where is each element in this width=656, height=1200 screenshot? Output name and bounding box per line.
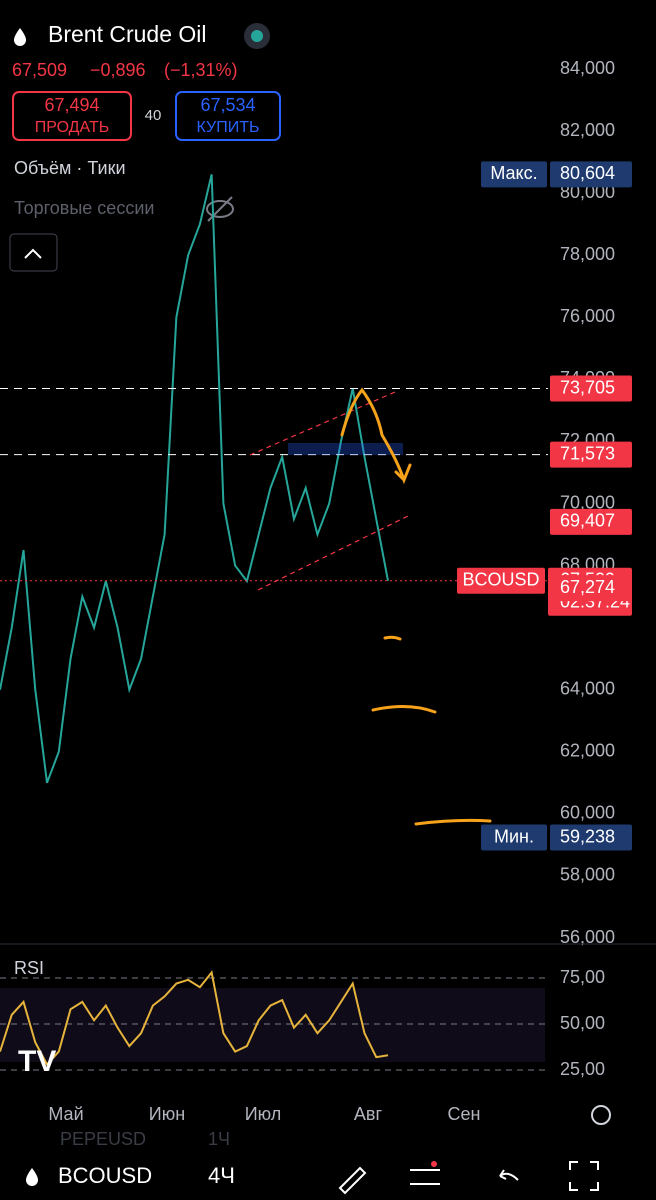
footer-interval[interactable]: 4Ч bbox=[208, 1163, 235, 1188]
rsi-tick-label: 75,00 bbox=[560, 967, 605, 987]
level-text: 69,407 bbox=[560, 511, 615, 531]
min-label-bg bbox=[481, 824, 547, 851]
level-badge bbox=[550, 441, 632, 468]
y-tick-label: 60,000 bbox=[560, 803, 615, 823]
undo-icon[interactable] bbox=[499, 1169, 519, 1181]
y-tick-label: 58,000 bbox=[560, 865, 615, 885]
behind-symbol: PEPEUSD bbox=[60, 1129, 146, 1149]
buy-button[interactable] bbox=[175, 91, 281, 141]
y-tick-label: 70,000 bbox=[560, 492, 615, 512]
y-tick-label: 78,000 bbox=[560, 244, 615, 264]
symbol-badge bbox=[457, 567, 545, 594]
volume-label: Объём · Тики bbox=[14, 158, 126, 178]
symbol-name: Brent Crude Oil bbox=[48, 21, 207, 47]
min-text: 59,238 bbox=[560, 826, 615, 846]
y-tick-label: 64,000 bbox=[560, 678, 615, 698]
y-tick-label: 62,000 bbox=[560, 741, 615, 761]
rsi-title: RSI bbox=[14, 958, 44, 978]
sell-price: 67,494 bbox=[44, 95, 99, 115]
bid-badge bbox=[550, 575, 632, 602]
oil-icon-small bbox=[26, 1168, 38, 1186]
max-label-bg bbox=[481, 161, 547, 188]
rsi-band bbox=[0, 988, 545, 1062]
zone bbox=[288, 443, 403, 455]
change: −0,896 bbox=[90, 60, 146, 80]
drawings bbox=[340, 387, 492, 826]
settings-icon[interactable] bbox=[591, 1105, 611, 1125]
footer-symbol[interactable]: BCOUSD bbox=[58, 1163, 152, 1188]
month-label: Сен bbox=[448, 1104, 481, 1124]
sessions-label: Торговые сессии bbox=[14, 198, 154, 218]
indicators-icon[interactable] bbox=[410, 1161, 440, 1185]
y-tick-label: 56,000 bbox=[560, 927, 615, 947]
fullscreen-icon[interactable] bbox=[569, 1161, 599, 1191]
bid-text: 67,274 bbox=[560, 577, 615, 597]
max-text: 80,604 bbox=[560, 163, 615, 183]
time-axis: Май Июн Июл Авг Сен bbox=[48, 1104, 480, 1124]
price-line bbox=[0, 174, 389, 784]
month-label: Авг bbox=[354, 1104, 383, 1124]
buy-price: 67,534 bbox=[200, 95, 255, 115]
month-label: Май bbox=[48, 1104, 83, 1124]
level-badge bbox=[550, 508, 632, 535]
last-price: 67,509 bbox=[12, 60, 67, 80]
level-text: 71,573 bbox=[560, 443, 615, 463]
toolbar bbox=[0, 1150, 656, 1200]
min-badge bbox=[550, 824, 632, 851]
spread: 40 bbox=[145, 107, 162, 124]
oil-icon bbox=[14, 28, 26, 46]
rsi-tick-label: 50,00 bbox=[560, 1013, 605, 1033]
symbol-label: BCOUSD bbox=[462, 570, 539, 590]
rsi-pane: 75,00 50,00 25,00 bbox=[0, 967, 605, 1079]
collapse-button[interactable] bbox=[9, 233, 58, 272]
min-label: Мин. bbox=[494, 826, 534, 846]
max-badge bbox=[550, 161, 632, 188]
sell-label: ПРОДАТЬ bbox=[35, 119, 109, 136]
hidden-eye[interactable] bbox=[206, 196, 234, 222]
buy-label: КУПИТЬ bbox=[197, 119, 260, 136]
sell-button[interactable] bbox=[12, 91, 132, 141]
collapse-icon bbox=[24, 248, 42, 259]
y-tick-label: 82,000 bbox=[560, 120, 615, 140]
behind-interval: 1Ч bbox=[208, 1129, 230, 1149]
y-tick-label: 76,000 bbox=[560, 306, 615, 326]
max-label: Макс. bbox=[490, 163, 537, 183]
draw-icon[interactable] bbox=[338, 1166, 367, 1195]
market-open-dot bbox=[251, 30, 263, 42]
level-badge bbox=[550, 375, 632, 402]
price-chart: 84,00082,00080,00078,00076,00074,00072,0… bbox=[0, 58, 632, 947]
change-pct: (−1,31%) bbox=[164, 60, 238, 80]
level-text: 73,705 bbox=[560, 377, 615, 397]
tv-logo: TV bbox=[18, 1045, 56, 1078]
month-label: Июн bbox=[149, 1104, 185, 1124]
month-label: Июл bbox=[245, 1104, 282, 1124]
channel bbox=[249, 391, 411, 591]
rsi-line bbox=[0, 970, 389, 1067]
y-tick-label: 84,000 bbox=[560, 58, 615, 78]
rsi-tick-label: 25,00 bbox=[560, 1059, 605, 1079]
